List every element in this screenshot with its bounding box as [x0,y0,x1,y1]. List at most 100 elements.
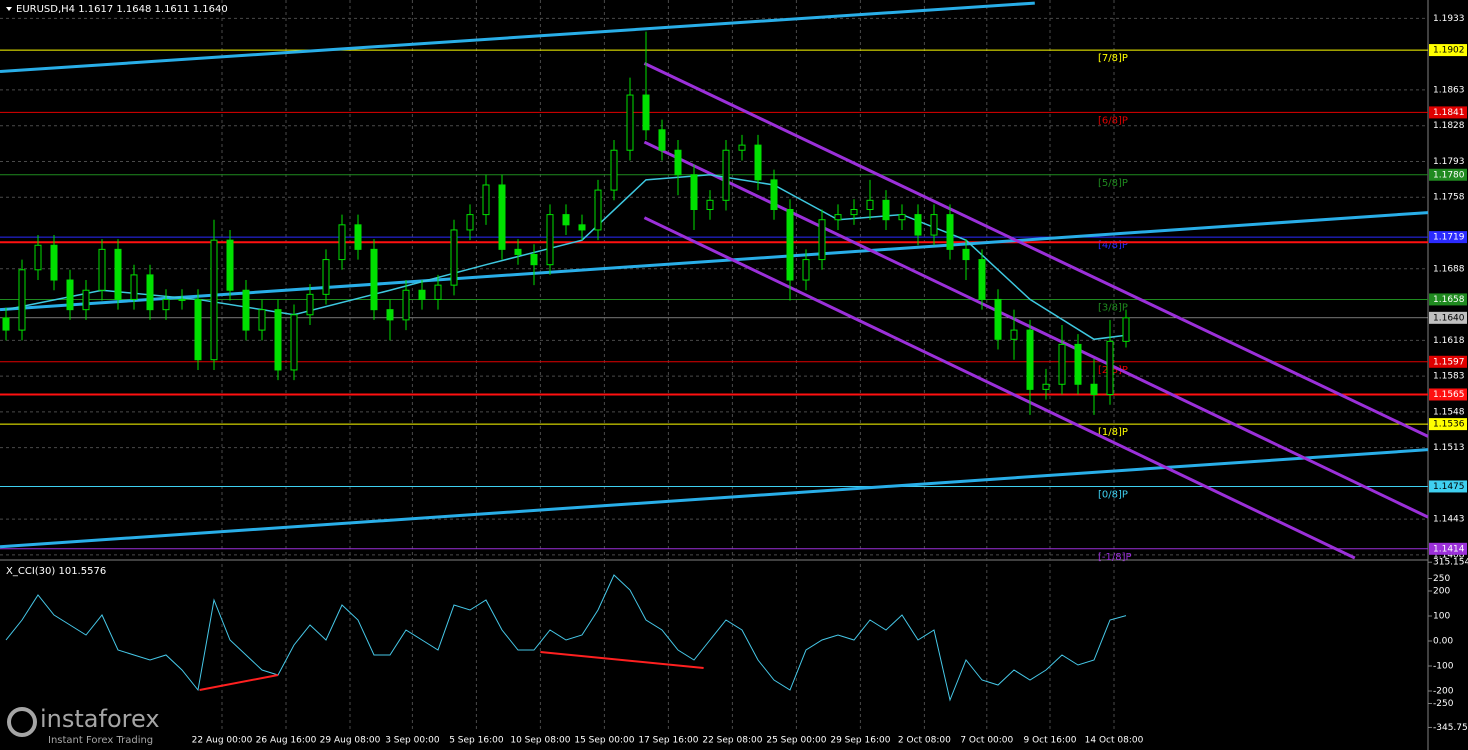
candle-body [962,248,970,261]
candle-body [178,298,186,301]
candle-body [370,248,378,311]
x-tick-label: 29 Sep 16:00 [830,736,890,746]
x-tick-label: 17 Sep 16:00 [638,736,698,746]
candle-body [258,309,266,331]
watermark-brand: instaforex [40,705,160,733]
candle-body [194,298,202,361]
candle-body [642,94,650,131]
x-tick-label: 15 Sep 00:00 [574,736,634,746]
candle-body [738,144,746,151]
candle-body [914,214,922,236]
trend-line [0,1,1035,74]
x-tick-label: 5 Sep 16:00 [449,736,504,746]
candle-body [66,279,74,311]
candle-body [594,189,602,231]
divergence-line [540,651,704,669]
x-tick-label: 26 Aug 16:00 [256,736,317,746]
candle-body [498,184,506,250]
watermark-logo [7,707,37,737]
candle-body [706,199,714,211]
candle-body [450,229,458,286]
x-tick-label: 9 Oct 16:00 [1024,736,1077,746]
level-price-label: 1.1536 [1433,420,1465,430]
candle-body [466,214,474,231]
current-price-label: 1.1640 [1433,313,1465,323]
candle-body [674,149,682,176]
candle-body [210,239,218,361]
candle-body [338,224,346,261]
murray-tag: [0/8]P [1098,489,1128,500]
level-price-label: 1.1475 [1433,482,1465,492]
candle-body [242,289,250,331]
murray-tag: [7/8]P [1098,53,1128,64]
support-price-label: 1.1565 [1433,390,1465,400]
candle-body [898,214,906,221]
candle-body [482,184,490,216]
candle-body [610,149,618,191]
candle-body [514,248,522,255]
candle-body [146,274,154,311]
x-tick-label: 25 Sep 00:00 [766,736,826,746]
y-tick-label: 1.1443 [1433,515,1465,525]
y-tick-label: 1.1793 [1433,157,1465,167]
y-tick-label: -100 [1433,662,1454,672]
candle-body [882,199,890,221]
y-tick-label: 100 [1433,612,1450,622]
candle-body [354,224,362,250]
candle-body [1042,383,1050,390]
level-price-label-box [1429,418,1467,431]
candle-body [418,289,426,300]
candle-body [1026,329,1034,390]
y-tick-label: 1.1618 [1433,336,1465,346]
trend-line [643,216,1356,560]
y-tick-label: 1.1863 [1433,85,1465,95]
level-price-label-box [1429,293,1467,306]
y-tick-label: 1.1933 [1433,14,1465,24]
level-price-label-box [1429,542,1467,555]
level-price-label: 1.1719 [1433,233,1465,243]
candle-body [130,274,138,300]
y-tick-label: 250 [1433,574,1450,584]
candle-body [530,253,538,266]
candle-body [386,309,394,321]
candle-body [50,244,58,281]
candle-body [2,317,10,331]
y-tick-label: -250 [1433,699,1454,709]
y-tick-label: -345.7536 [1433,723,1468,733]
candle-body [562,214,570,226]
candle-body [18,269,26,331]
y-tick-label: -200 [1433,687,1454,697]
candle-body [786,209,794,281]
candle-body [34,244,42,271]
candle-body [1122,317,1130,342]
candle-body [274,309,282,371]
murray-tag: [1/8]P [1098,427,1128,438]
candle-body [82,289,90,311]
candle-body [978,259,986,300]
support-price-label-box [1429,388,1467,401]
symbol-menu-arrow[interactable] [6,7,12,11]
candle-body [770,179,778,211]
murray-tag: [3/8]P [1098,302,1128,313]
candle-body [1106,340,1114,395]
candle-body [818,219,826,261]
candle-body [402,289,410,321]
level-price-label: 1.1841 [1433,108,1465,118]
y-tick-label: 1.1828 [1433,121,1465,131]
x-tick-label: 22 Aug 00:00 [192,736,253,746]
y-tick-label: 1.1513 [1433,443,1465,453]
y-tick-label: 1.1758 [1433,193,1465,203]
candle-body [994,298,1002,340]
y-tick-label: 1.1408 [1433,550,1465,560]
level-price-label-box [1429,168,1467,181]
level-price-label: 1.1780 [1433,170,1465,180]
candle-body [866,199,874,211]
x-tick-label: 3 Sep 00:00 [385,736,440,746]
watermark-tagline: Instant Forex Trading [48,735,153,746]
y-tick-label: 1.1688 [1433,264,1465,274]
level-price-label-box [1429,480,1467,493]
level-price-label: 1.1902 [1433,46,1465,56]
